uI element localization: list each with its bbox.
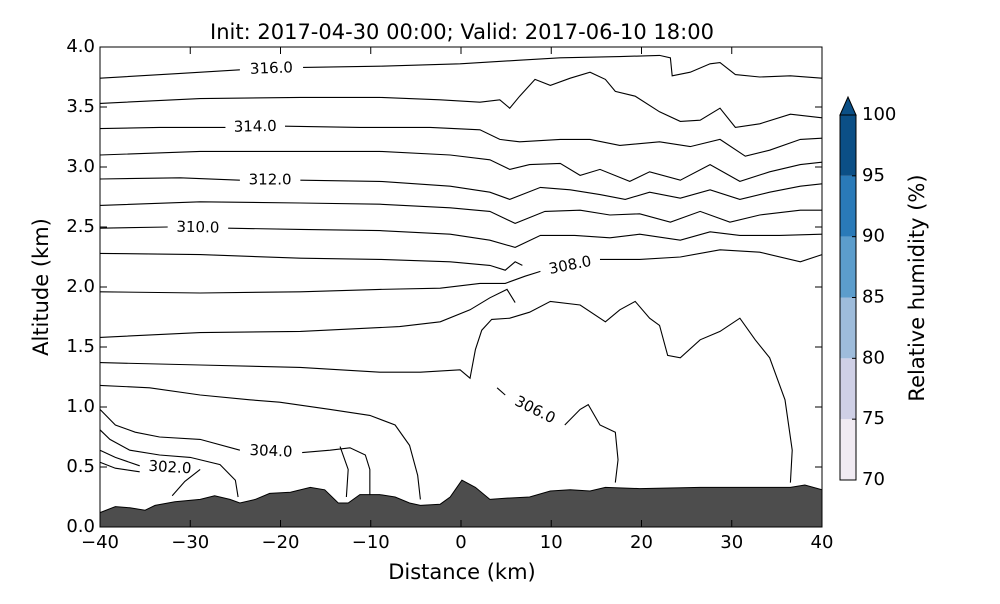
contour-line — [285, 125, 823, 157]
contour-line — [99, 384, 421, 500]
colorbar-tick-label: 85 — [862, 287, 885, 308]
x-tick-label: −10 — [352, 532, 390, 553]
terrain — [99, 479, 823, 528]
y-tick-label: 2.0 — [66, 276, 95, 297]
colorbar-tick-label: 95 — [862, 165, 885, 186]
contour-line — [99, 409, 241, 451]
contour-line — [300, 179, 823, 200]
contour-line — [99, 449, 140, 467]
x-tick-label: 20 — [630, 532, 653, 553]
colorbar-segment — [840, 419, 856, 480]
contour-line — [99, 69, 240, 79]
contour-line — [99, 300, 793, 483]
colorbar-label: Relative humidity (%) — [905, 174, 929, 401]
colorbar-segment — [840, 175, 856, 237]
contour-line — [599, 249, 823, 263]
colorbar-segment — [840, 115, 856, 176]
contour-line — [564, 403, 619, 483]
y-axis-label: Altitude (km) — [29, 218, 53, 356]
x-tick-label: 30 — [720, 532, 743, 553]
colorbar-tick-label: 75 — [862, 408, 885, 429]
contour-line — [99, 270, 541, 294]
contour-line — [99, 150, 823, 183]
contour-line — [496, 387, 506, 396]
chart-title: Init: 2017-04-30 00:00; Valid: 2017-06-1… — [210, 20, 714, 44]
plot-frame — [99, 46, 823, 528]
colorbar-tick-label: 70 — [862, 469, 885, 490]
contour-line — [99, 201, 822, 225]
x-axis-label: Distance (km) — [388, 560, 536, 584]
contour-label: 308.0 — [547, 252, 593, 278]
contour-line — [228, 227, 823, 248]
x-tick-label: 40 — [811, 532, 834, 553]
colorbar-tick-label: 100 — [862, 104, 896, 125]
contour-line — [99, 461, 140, 473]
contour-label: 314.0 — [234, 117, 277, 136]
contour-line — [99, 226, 168, 229]
contour-line — [99, 177, 240, 181]
y-tick-label: 3.0 — [66, 156, 95, 177]
colorbar-segment — [840, 236, 856, 298]
contour-line — [339, 446, 349, 498]
contour-line — [99, 126, 226, 130]
y-tick-label: 3.5 — [66, 96, 95, 117]
y-tick-label: 1.0 — [66, 396, 95, 417]
contour-line — [99, 252, 523, 271]
colorbar-tick-label: 90 — [862, 226, 885, 247]
contour-label: 312.0 — [249, 171, 292, 189]
contour-line — [99, 288, 516, 338]
contour-line — [99, 429, 239, 498]
y-tick-label: 0.5 — [66, 456, 95, 477]
colorbar-extend — [839, 95, 857, 116]
x-tick-label: −30 — [171, 532, 209, 553]
contour-line — [99, 71, 823, 128]
contour-label: 304.0 — [249, 441, 293, 461]
contour-label: 302.0 — [148, 457, 192, 478]
contour-line — [302, 447, 371, 495]
x-tick-label: 0 — [455, 532, 466, 553]
y-tick-label: 0.0 — [66, 516, 95, 537]
colorbar-tick-label: 80 — [862, 347, 885, 368]
contour-label: 316.0 — [250, 58, 294, 78]
y-tick-label: 4.0 — [66, 36, 95, 57]
contour-line — [171, 468, 201, 497]
x-tick-label: −40 — [81, 532, 119, 553]
y-tick-label: 2.5 — [66, 216, 95, 237]
colorbar-segment — [840, 297, 856, 359]
contour-label: 310.0 — [176, 218, 219, 237]
x-tick-label: 10 — [540, 532, 563, 553]
colorbar-segment — [840, 358, 856, 420]
y-tick-label: 1.5 — [66, 336, 95, 357]
contour-line — [303, 54, 823, 79]
x-tick-label: −20 — [262, 532, 300, 553]
contour-label: 306.0 — [512, 392, 558, 427]
